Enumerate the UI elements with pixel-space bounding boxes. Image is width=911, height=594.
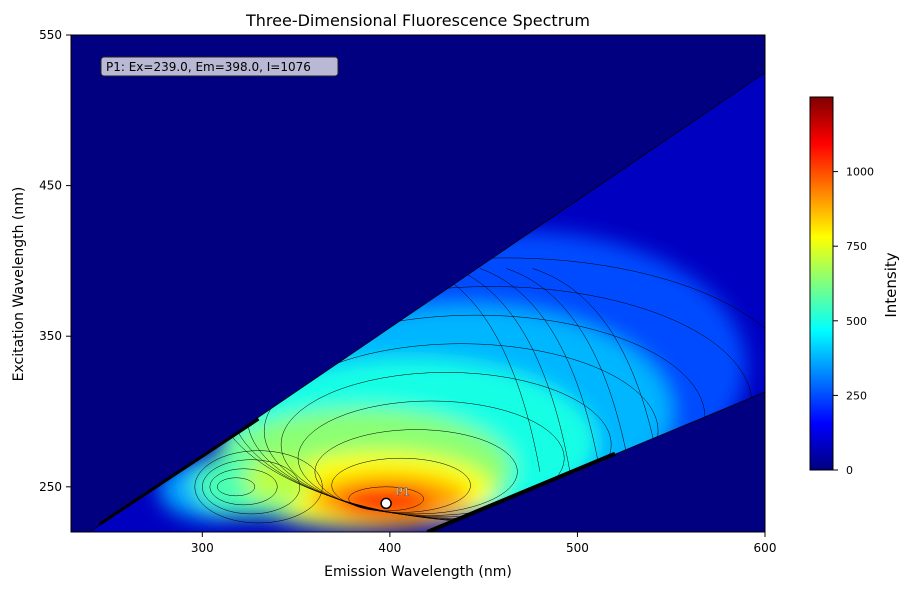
y-tick-label: 250	[39, 480, 62, 494]
peak-markers: P1	[380, 485, 410, 510]
contour-line	[202, 459, 301, 515]
colorbar-label: Intensity	[882, 252, 900, 317]
plot-area	[70, 34, 766, 533]
x-tick-label: 600	[754, 541, 777, 555]
contour-line	[348, 486, 424, 512]
colorbar-tick-label: 750	[846, 240, 867, 253]
contour-line	[194, 450, 323, 524]
y-tick-label: 450	[39, 179, 62, 193]
contour-line	[314, 429, 518, 515]
x-axis: 300 400 500 600	[191, 532, 777, 555]
info-box-text: P1: Ex=239.0, Em=398.0, I=1076	[106, 60, 311, 74]
colorbar: 0 250 500 750 1000 Intensity	[809, 96, 900, 477]
scatter-band-line	[426, 451, 616, 532]
x-tick-label: 400	[378, 541, 401, 555]
colorbar-tick-label: 1000	[846, 166, 874, 179]
contour-line	[331, 457, 471, 513]
chart-title: Three-Dimensional Fluorescence Spectrum	[245, 11, 590, 30]
contour-line	[453, 268, 571, 472]
info-box: P1: Ex=239.0, Em=398.0, I=1076	[100, 56, 339, 77]
colorbar-tick-label: 0	[846, 464, 853, 477]
colorbar-tick-label: 500	[846, 315, 867, 328]
scatter-band-line	[98, 417, 260, 526]
colorbar-gradient	[809, 96, 834, 471]
peak-label: P1	[396, 485, 410, 498]
contour-line	[217, 477, 256, 497]
y-tick-label: 550	[39, 28, 62, 42]
contour-line	[532, 268, 661, 472]
plot-frame	[70, 34, 766, 533]
x-tick-label: 300	[191, 541, 214, 555]
colorbar-tick-label: 250	[846, 389, 867, 402]
scatter-band	[98, 417, 616, 532]
info-box-background	[100, 56, 339, 77]
intensity-blob	[243, 455, 312, 504]
contour-line	[506, 268, 631, 472]
y-axis-label: Excitation Wavelength (nm)	[11, 187, 27, 382]
x-tick-label: 500	[566, 541, 589, 555]
y-axis: 250 350 450 550	[39, 28, 71, 494]
peak-marker	[380, 497, 392, 510]
y-tick-label: 350	[39, 329, 62, 343]
contour-line	[479, 268, 601, 472]
x-axis-label: Emission Wavelength (nm)	[324, 564, 512, 580]
colorbar-ticks: 0 250 500 750 1000	[833, 166, 874, 477]
contour-line	[209, 468, 278, 506]
contour-line	[280, 372, 612, 518]
